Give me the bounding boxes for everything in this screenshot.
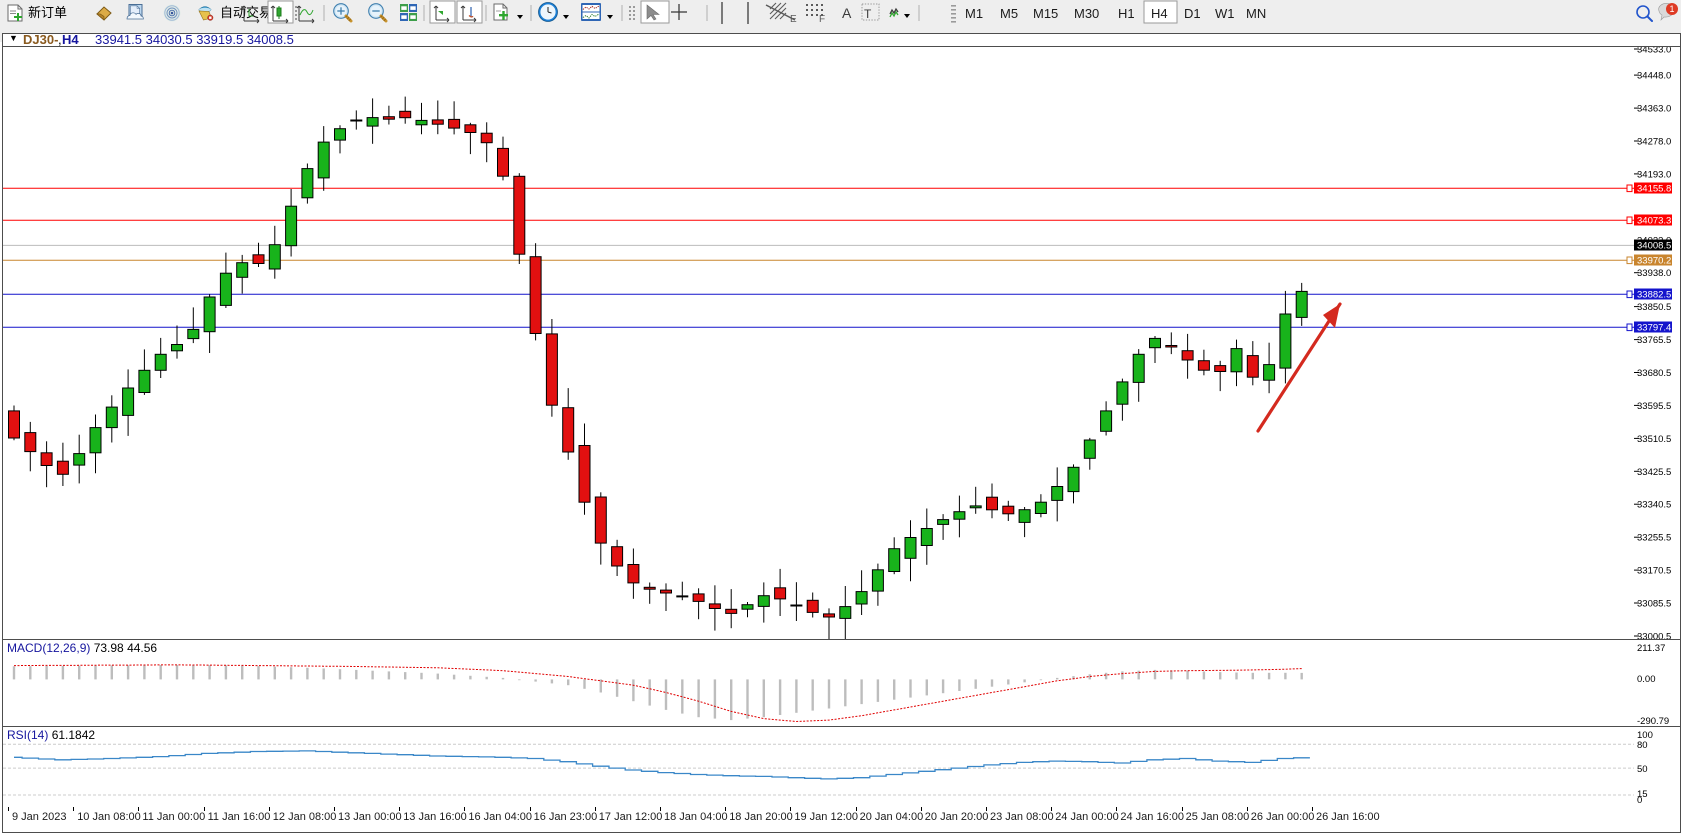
svg-text:33510.5: 33510.5 [1637, 434, 1671, 445]
svg-text:M5: M5 [1000, 6, 1018, 21]
svg-text:33938.0: 33938.0 [1637, 268, 1671, 279]
svg-text:E: E [790, 14, 797, 25]
svg-text:33595.5: 33595.5 [1637, 401, 1671, 412]
svg-text:MN: MN [1246, 6, 1266, 21]
svg-text:34533.0: 34533.0 [1637, 47, 1671, 56]
svg-text:新订单: 新订单 [28, 5, 67, 20]
svg-text:33882.5: 33882.5 [1637, 290, 1671, 301]
svg-text:H1: H1 [1118, 6, 1135, 21]
svg-text:34008.5: 34008.5 [1637, 241, 1671, 252]
svg-text:A: A [842, 5, 852, 21]
svg-text:34155.8: 34155.8 [1637, 184, 1671, 195]
svg-text:34278.0: 34278.0 [1637, 137, 1671, 148]
svg-text:211.37: 211.37 [1637, 643, 1665, 654]
svg-text:F: F [819, 14, 825, 25]
svg-text:33340.5: 33340.5 [1637, 500, 1671, 511]
svg-text:M15: M15 [1033, 6, 1058, 21]
svg-text:W1: W1 [1215, 6, 1235, 21]
svg-text:33850.5: 33850.5 [1637, 302, 1671, 313]
svg-text:33000.5: 33000.5 [1637, 632, 1671, 640]
svg-text:1: 1 [1669, 4, 1674, 14]
svg-text:H4: H4 [1151, 6, 1168, 21]
svg-text:33255.5: 33255.5 [1637, 533, 1671, 544]
svg-text:34193.0: 34193.0 [1637, 169, 1671, 180]
svg-text:80: 80 [1637, 740, 1648, 751]
svg-text:33425.5: 33425.5 [1637, 467, 1671, 478]
svg-text:34073.3: 34073.3 [1637, 216, 1671, 227]
svg-text:D1: D1 [1184, 6, 1201, 21]
svg-text:50: 50 [1637, 764, 1648, 775]
svg-text:0: 0 [1637, 795, 1642, 806]
svg-text:T: T [864, 7, 872, 21]
svg-text:34448.0: 34448.0 [1637, 71, 1671, 82]
svg-text:自动交易: 自动交易 [220, 5, 272, 20]
svg-text:33765.5: 33765.5 [1637, 335, 1671, 346]
svg-text:33797.4: 33797.4 [1637, 323, 1671, 334]
svg-text:33970.2: 33970.2 [1637, 256, 1671, 267]
svg-text:M1: M1 [965, 6, 983, 21]
svg-text:33085.5: 33085.5 [1637, 599, 1671, 610]
svg-text:33170.5: 33170.5 [1637, 566, 1671, 577]
svg-text:33680.5: 33680.5 [1637, 368, 1671, 379]
svg-text:M30: M30 [1074, 6, 1099, 21]
svg-text:34363.0: 34363.0 [1637, 104, 1671, 115]
svg-text:0.00: 0.00 [1637, 674, 1656, 685]
